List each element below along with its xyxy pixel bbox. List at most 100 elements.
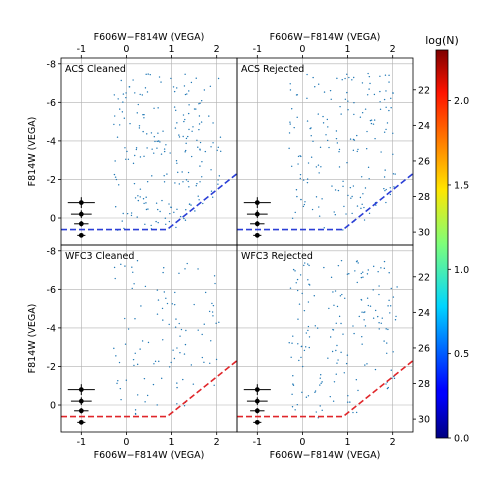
scatter-point xyxy=(291,393,293,396)
scatter-point xyxy=(308,346,310,349)
error-bar-point xyxy=(79,460,84,465)
scatter-point xyxy=(344,297,346,299)
scatter-point xyxy=(153,107,155,109)
scatter-point xyxy=(356,150,358,153)
scatter-point xyxy=(190,364,193,366)
scatter-point xyxy=(118,124,121,126)
scatter-point xyxy=(114,176,117,178)
scatter-point xyxy=(150,132,153,134)
scatter-point xyxy=(211,311,214,313)
scatter-point xyxy=(345,213,347,215)
scatter-point xyxy=(289,121,291,123)
scatter-point xyxy=(385,128,387,131)
scatter-point xyxy=(385,106,387,108)
scatter-point xyxy=(210,190,213,192)
y-tick-label: -2 xyxy=(47,175,56,186)
scatter-point xyxy=(137,195,139,197)
colorbar-tick-label: 0.0 xyxy=(454,434,469,445)
scatter-point xyxy=(142,114,144,116)
scatter-point xyxy=(355,379,358,381)
scatter-point xyxy=(360,176,363,178)
scatter-point xyxy=(372,289,374,291)
scatter-point xyxy=(300,356,302,359)
scatter-point xyxy=(291,342,293,344)
scatter-point xyxy=(133,182,136,185)
scatter-point xyxy=(151,175,153,177)
scatter-point xyxy=(124,343,127,345)
scatter-point xyxy=(387,305,389,307)
scatter-point xyxy=(201,160,203,163)
scatter-point xyxy=(320,166,322,168)
scatter-point xyxy=(358,315,360,318)
scatter-point xyxy=(306,97,308,100)
scatter-point xyxy=(114,277,116,280)
scatter-point xyxy=(175,226,177,229)
scatter-point xyxy=(387,328,389,331)
scatter-point xyxy=(178,136,181,138)
scatter-point xyxy=(392,92,394,94)
scatter-point xyxy=(187,180,189,183)
scatter-point xyxy=(134,92,136,94)
scatter-point xyxy=(202,202,204,205)
scatter-point xyxy=(336,77,338,80)
scatter-point xyxy=(315,166,318,168)
scatter-point xyxy=(301,345,303,348)
scatter-point xyxy=(197,329,199,331)
scatter-point xyxy=(362,271,364,273)
completeness-line xyxy=(237,360,413,418)
scatter-point xyxy=(370,122,373,125)
scatter-point xyxy=(184,268,186,270)
x-tick-label: 0 xyxy=(299,437,305,448)
scatter-point xyxy=(176,382,178,384)
scatter-point xyxy=(155,220,157,223)
scatter-point xyxy=(373,119,376,121)
x-tick-label: 1 xyxy=(345,44,351,55)
scatter-point xyxy=(178,134,180,136)
y-tick-label: -4 xyxy=(47,136,56,147)
scatter-point xyxy=(153,363,155,365)
scatter-point xyxy=(306,181,309,184)
scatter-point xyxy=(116,136,119,138)
scatter-point xyxy=(200,121,203,123)
scatter-point xyxy=(320,374,322,376)
scatter-point xyxy=(211,196,214,198)
scatter-point xyxy=(362,276,364,278)
scatter-point xyxy=(120,263,122,266)
scatter-point xyxy=(184,118,186,121)
scatter-point xyxy=(355,411,358,414)
scatter-point xyxy=(393,377,396,380)
scatter-point xyxy=(341,293,343,296)
scatter-point xyxy=(160,153,163,155)
scatter-point xyxy=(295,282,297,284)
scatter-point xyxy=(174,291,176,294)
error-bar-point xyxy=(79,476,84,481)
scatter-point xyxy=(308,336,311,338)
scatter-point xyxy=(175,318,177,320)
scatter-point xyxy=(307,279,309,281)
colorbar-label: log(N) xyxy=(425,34,459,47)
scatter-point xyxy=(145,208,148,211)
scatter-point xyxy=(156,147,158,149)
scatter-point xyxy=(134,413,137,415)
scatter-point xyxy=(185,142,187,145)
scatter-point xyxy=(314,391,316,394)
scatter-point xyxy=(166,302,169,305)
scatter-point xyxy=(318,172,320,174)
error-bar-point xyxy=(254,398,260,404)
scatter-point xyxy=(184,219,187,221)
scatter-point xyxy=(349,401,351,403)
scatter-point xyxy=(390,287,392,290)
scatter-point xyxy=(392,153,394,155)
scatter-point xyxy=(342,229,344,231)
scatter-point xyxy=(357,148,359,151)
right-y-tick-label: 28 xyxy=(418,379,430,390)
scatter-point xyxy=(378,322,380,324)
scatter-point xyxy=(138,127,141,129)
scatter-point xyxy=(322,122,325,124)
scatter-point xyxy=(340,259,343,262)
scatter-point xyxy=(179,352,181,354)
scatter-point xyxy=(381,317,383,319)
scatter-point xyxy=(296,403,298,406)
scatter-point xyxy=(213,275,216,277)
scatter-point xyxy=(204,291,207,294)
